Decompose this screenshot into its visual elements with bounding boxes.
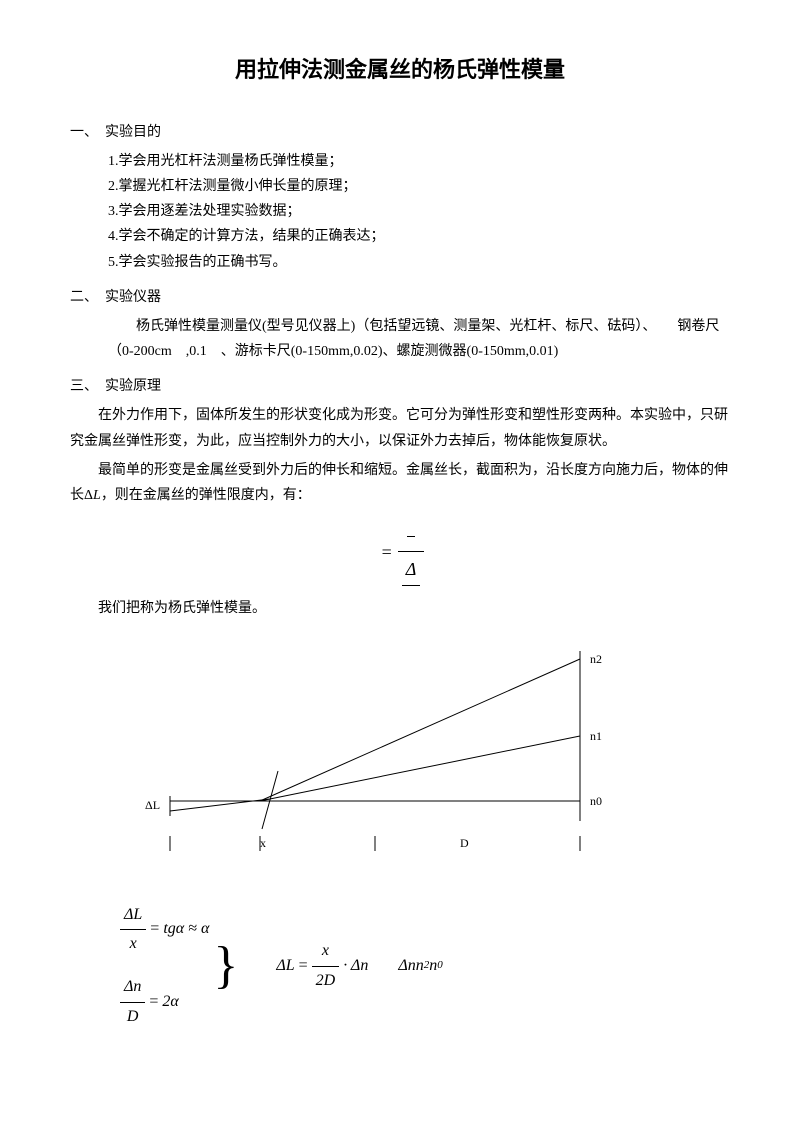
eq-2a: 2α: [162, 988, 178, 1017]
svg-text:ΔL: ΔL: [145, 798, 160, 812]
diagram-svg: ΔL x D n0 n1 n2: [130, 641, 630, 881]
section-1-item: 5.学会实验报告的正确书写。: [70, 250, 730, 275]
section-1-item: 3.学会用逐差法处理实验数据；: [70, 199, 730, 224]
text: 最简单的形变是金属丝受到外力后的伸长和缩短。金属丝长: [98, 463, 462, 478]
svg-text:n0: n0: [590, 794, 602, 808]
section-1-item: 2.掌握光杠杆法测量微小伸长量的原理；: [70, 174, 730, 199]
svg-text:n1: n1: [590, 729, 602, 743]
section-3-p3: 我们把称为杨氏弹性模量。: [70, 596, 730, 621]
eq-result: ΔL= x2D · Δn: [268, 937, 368, 996]
equation-block: ΔLx = tgα ≈ α ΔnD = 2α } ΔL= x2D · Δn Δn…: [120, 901, 730, 1032]
eq-tga: tgα ≈ α: [163, 915, 209, 944]
eq-line-2: ΔnD = 2α: [120, 973, 209, 1032]
section-3-p2: 最简单的形变是金属丝受到外力后的伸长和缩短。金属丝长，截面积为，沿长度方向施力后…: [70, 458, 730, 508]
brace-group: ΔLx = tgα ≈ α ΔnD = 2α }: [120, 901, 238, 1032]
section-2-head: 二、 实验仪器: [70, 285, 730, 310]
svg-text:n2: n2: [590, 652, 602, 666]
section-1-item: 4.学会不确定的计算方法，结果的正确表达；: [70, 224, 730, 249]
section-2-text: 杨氏弹性模量测量仪(型号见仪器上)（包括望远镜、测量架、光杠杆、标尺、砝码）、 …: [70, 314, 730, 364]
text: 我们把: [98, 601, 140, 616]
text: ，沿长度方向施力: [532, 463, 644, 478]
section-1-head: 一、 实验目的: [70, 120, 730, 145]
eq-line-1: ΔLx = tgα ≈ α: [120, 901, 209, 960]
section-3-head: 三、 实验原理: [70, 374, 730, 399]
svg-text:D: D: [460, 836, 469, 850]
svg-text:x: x: [260, 836, 266, 850]
text: ，截面积为: [462, 463, 532, 478]
symbol-dL: ΔL: [84, 488, 101, 503]
brace-icon: }: [213, 940, 238, 992]
section-3-p1: 在外力作用下，固体所发生的形状变化成为形变。它可分为弹性形变和塑性形变两种。本实…: [70, 403, 730, 453]
text: 称为杨氏弹性模量。: [140, 601, 266, 616]
page-title: 用拉伸法测金属丝的杨氏弹性模量: [70, 50, 730, 90]
eq-note: Δnn2n0: [398, 952, 442, 981]
section-1-item: 1.学会用光杠杆法测量杨氏弹性模量；: [70, 149, 730, 174]
optical-lever-diagram: ΔL x D n0 n1 n2: [130, 641, 730, 890]
formula-E: = Δ: [70, 518, 730, 586]
text: ，则在金属丝的弹性限度内，有：: [101, 488, 311, 503]
